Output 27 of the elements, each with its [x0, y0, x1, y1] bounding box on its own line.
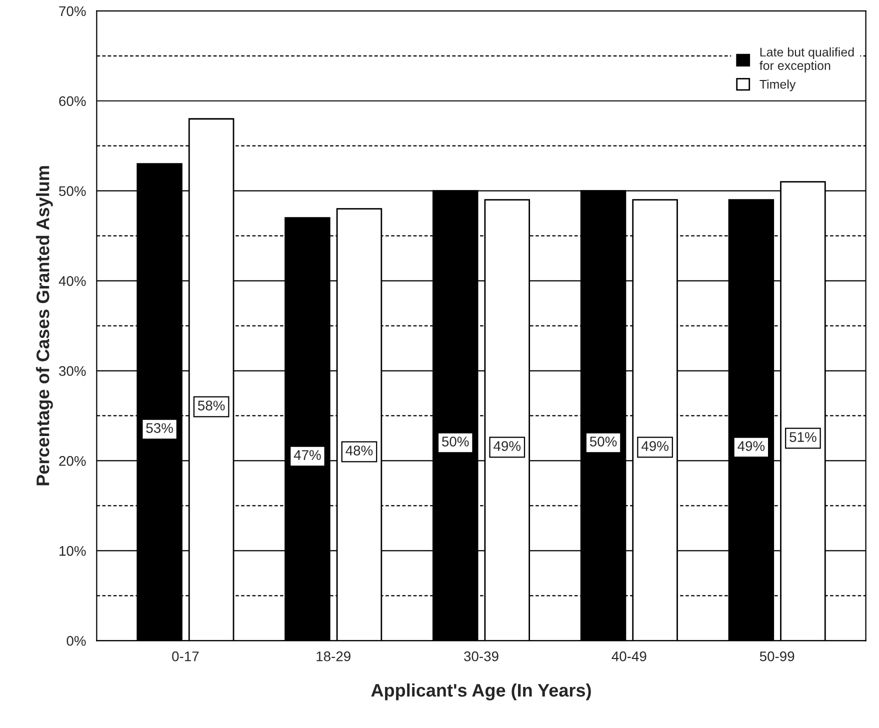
y-tick-label: 30% — [59, 366, 86, 376]
data-label: 49% — [641, 441, 668, 451]
data-label: 50% — [590, 436, 617, 446]
y-tick-label: 0% — [66, 636, 86, 646]
legend-label: Late but qualified for exception — [760, 47, 854, 72]
data-label: 47% — [294, 450, 321, 460]
data-label: 49% — [738, 441, 765, 451]
x-tick-label: 30-39 — [464, 651, 498, 662]
y-tick-label: 70% — [59, 6, 86, 16]
y-tick-label: 40% — [58, 276, 86, 286]
data-label: 51% — [790, 432, 816, 442]
data-label: 53% — [146, 423, 173, 433]
y-axis-title: Percentage of Cases Granted Asylum — [36, 166, 53, 486]
x-axis-title: Applicant's Age (In Years) — [371, 683, 591, 700]
x-tick-label: 40-49 — [612, 651, 646, 662]
y-tick-label: 20% — [59, 456, 86, 466]
y-tick-label: 50% — [59, 186, 86, 196]
x-tick-label: 0-17 — [172, 651, 199, 662]
legend-label: Timely — [760, 80, 796, 92]
y-tick-label: 10% — [60, 546, 86, 556]
data-label: 49% — [494, 441, 521, 451]
y-tick-label: 60% — [59, 96, 86, 106]
x-tick-label: 18-29 — [316, 651, 350, 662]
data-label: 50% — [442, 436, 469, 446]
data-label: 48% — [346, 446, 373, 456]
x-tick-label: 50-99 — [760, 651, 794, 662]
data-label: 58% — [198, 400, 225, 410]
